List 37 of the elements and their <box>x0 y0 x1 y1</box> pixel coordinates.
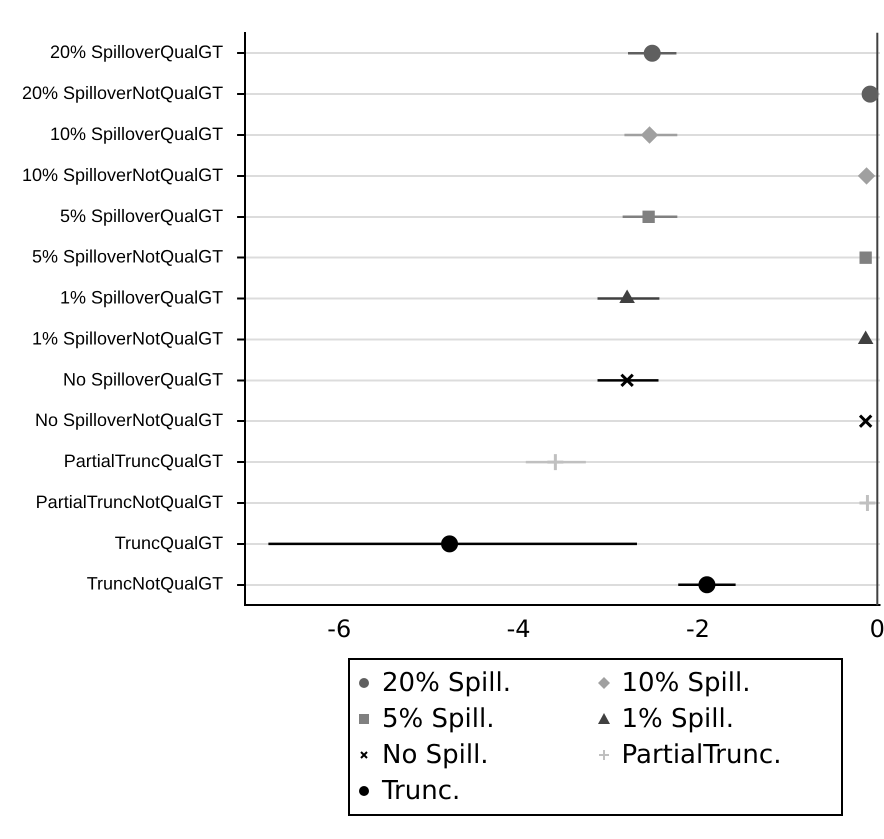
point <box>858 493 877 512</box>
point <box>858 167 876 184</box>
point <box>862 86 879 103</box>
legend-label: 20% Spill. <box>382 668 511 698</box>
y-tick-label: PartialTruncNotQualGT <box>36 492 224 512</box>
y-tick-label: 10% SpilloverNotQualGT <box>22 164 224 185</box>
point <box>859 252 872 264</box>
y-tick-label: 5% SpilloverNotQualGT <box>32 246 224 267</box>
point <box>641 126 658 144</box>
point <box>441 535 458 552</box>
x-tick-label: -4 <box>506 614 531 643</box>
y-tick-label: 1% SpilloverNotQualGT <box>32 328 224 348</box>
x-tick-label: -6 <box>327 614 352 643</box>
y-tick-label: 1% SpilloverQualGT <box>60 288 224 308</box>
legend-label: 10% Spill. <box>622 668 750 698</box>
point <box>644 44 661 62</box>
point <box>620 373 634 388</box>
x-tick-label: 0 <box>870 614 884 643</box>
x-tick-label: -2 <box>686 614 710 643</box>
y-tick-label: 20% SpilloverNotQualGT <box>22 83 224 104</box>
y-tick-label: PartialTruncQualGT <box>64 451 224 472</box>
legend-label: 5% Spill. <box>382 704 494 734</box>
y-tick-label: No SpilloverNotQualGT <box>35 410 224 430</box>
point <box>858 414 873 428</box>
y-tick-label: 10% SpilloverQualGT <box>50 124 224 144</box>
y-tick-label: TruncQualGT <box>114 532 224 553</box>
legend-label: PartialTrunc. <box>622 740 782 770</box>
y-tick-label: TruncNotQualGT <box>86 574 224 594</box>
point <box>642 210 655 223</box>
legend-label: No Spill. <box>382 740 489 770</box>
y-tick-label: 5% SpilloverQualGT <box>60 206 224 226</box>
y-tick-label: 20% SpilloverQualGT <box>50 42 224 62</box>
legend-label: Trunc. <box>382 776 460 806</box>
point <box>698 576 716 594</box>
legend-label: 1% Spill. <box>622 704 734 734</box>
point <box>546 452 565 472</box>
y-tick-label: No SpilloverQualGT <box>63 369 224 390</box>
